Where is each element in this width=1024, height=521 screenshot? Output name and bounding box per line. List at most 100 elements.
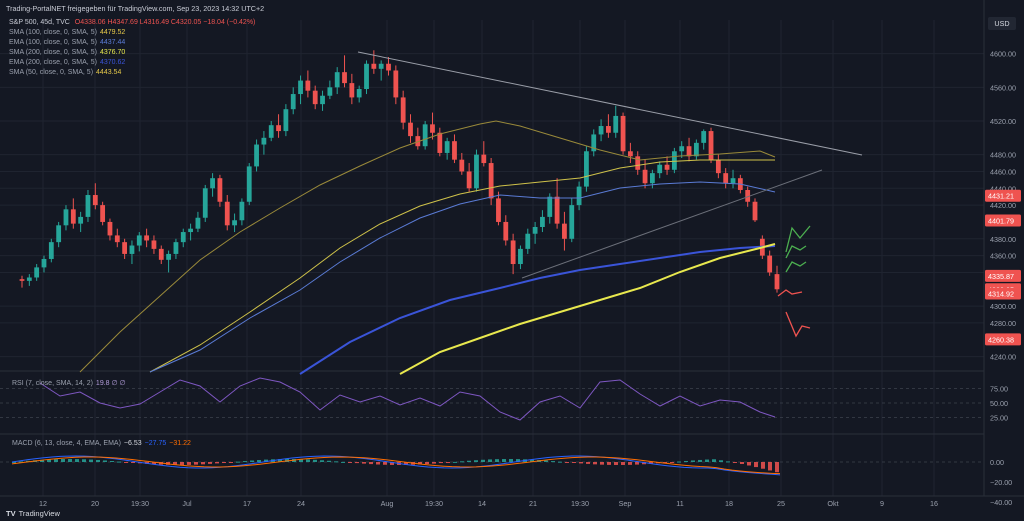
time-tick-label: 20 [91, 499, 99, 508]
candle-down [415, 136, 421, 147]
macd-histogram-bar [131, 462, 135, 463]
candle-down [224, 201, 230, 226]
time-tick-label: 19:30 [571, 499, 589, 508]
macd-histogram-bar [572, 462, 576, 463]
candle-up [547, 196, 553, 217]
candle-down [481, 154, 487, 164]
candle-up [63, 209, 69, 226]
candle-down [774, 274, 780, 290]
legend-line-2[interactable]: SMA (200, close, 0, SMA, 5) 4376.70 [9, 48, 255, 58]
candle-up [85, 195, 91, 217]
macd-histogram-bar [376, 462, 380, 465]
rsi-pane: 75.00 50.00 25.00 [0, 377, 1008, 423]
macd-histogram-bar [124, 462, 128, 463]
candle-up [283, 109, 289, 132]
sma-100-line [149, 159, 775, 373]
candle-up [202, 188, 208, 218]
candle-down [459, 159, 465, 172]
sma-50-line [79, 120, 776, 373]
macd-histogram-bar [775, 462, 779, 473]
currency-button[interactable]: USD [988, 17, 1016, 30]
candle-up [591, 134, 597, 152]
bearish-arrow [785, 311, 811, 338]
candle-down [496, 198, 501, 222]
time-tick-label: 9 [880, 499, 884, 508]
legend-line-3[interactable]: EMA (200, close, 0, SMA, 5) 4370.62 [9, 58, 255, 68]
macd-histogram-bar [509, 459, 513, 462]
legend-line-4[interactable]: SMA (50, close, 0, SMA, 5) 4443.54 [9, 68, 255, 78]
candle-down [635, 156, 641, 170]
macd-histogram-bar [460, 461, 464, 463]
macd-histogram-bar [40, 459, 44, 462]
macd-histogram-bar [663, 462, 667, 463]
candle-up [136, 235, 142, 246]
macd-label[interactable]: MACD (6, 13, close, 4, EMA, EMA) −6.53 −27… [9, 440, 191, 447]
candle-up [239, 201, 245, 221]
bullish-arrow [785, 261, 807, 273]
candle-down [723, 173, 729, 184]
macd-histogram-bar [516, 459, 520, 462]
macd-histogram-bar [390, 462, 394, 465]
time-tick-label: 19:30 [131, 499, 149, 508]
macd-tick-label: 0.00 [990, 458, 1004, 467]
macd-histogram-bar [201, 462, 205, 465]
candle-down [312, 90, 318, 105]
time-tick-label: 14 [478, 499, 486, 508]
macd-line [11, 455, 781, 476]
macd-histogram-bar [579, 462, 583, 464]
price-tick-label: 4360.00 [990, 252, 1016, 261]
macd-tick-label: −20.00 [990, 478, 1012, 487]
macd-histogram-bar [481, 459, 485, 462]
macd-histogram-bar [432, 462, 436, 464]
legend-line-label: EMA (100, close, 0, SMA, 5) [9, 39, 97, 47]
macd-histogram-bar [362, 462, 366, 464]
moving-average-lines [79, 120, 776, 375]
price-badge [985, 189, 1021, 202]
candle-up [649, 173, 655, 184]
legend-line-0[interactable]: SMA (100, close, 0, SMA, 5) 4479.52 [9, 28, 255, 38]
macd-histogram-bar [152, 462, 156, 465]
macd-histogram-bar [544, 460, 548, 462]
candle-down [708, 131, 714, 160]
candle-down [393, 70, 399, 98]
rsi-label[interactable]: RSI (7, close, SMA, 14, 2) 19.8 ∅ ∅ [9, 379, 126, 387]
trendline-upper [357, 51, 863, 156]
legend-line-label: EMA (200, close, 0, SMA, 5) [9, 59, 97, 67]
candle-down [400, 97, 406, 123]
macd-histogram-bar [530, 459, 534, 462]
candle-up [356, 89, 362, 98]
price-tick-label: 4560.00 [990, 83, 1016, 92]
macd-histogram-bar [705, 459, 709, 462]
time-tick-label: 21 [529, 499, 537, 508]
legend-symbol-row[interactable]: S&P 500, 45d, TVC O4338.06 H4347.69 L431… [9, 18, 255, 28]
macd-histogram-bar [747, 462, 751, 466]
macd-histogram-bar [47, 459, 51, 462]
candle-up [48, 242, 54, 259]
macd-histogram-bar [306, 459, 310, 462]
candle-up [298, 80, 303, 95]
candle-down [144, 235, 150, 241]
candle-up [246, 166, 252, 202]
legend-line-1[interactable]: EMA (100, close, 0, SMA, 5) 4437.44 [9, 38, 255, 48]
legend-line-value: 4370.62 [99, 59, 126, 67]
macd-histogram-bar [565, 462, 569, 463]
macd-histogram-bar [89, 459, 93, 462]
macd-histogram-bar [502, 459, 506, 462]
macd-histogram-bar [691, 460, 695, 462]
macd-histogram-bar [320, 460, 324, 462]
candle-down [19, 279, 25, 281]
macd-histogram-bar [103, 460, 107, 462]
macd-histogram-bar [425, 462, 429, 465]
candle-down [554, 196, 560, 224]
legend-line-value: 4437.44 [99, 39, 126, 47]
candle-up [518, 248, 523, 265]
macd-histogram-bar [327, 460, 331, 462]
macd-histogram-bar [495, 459, 499, 462]
macd-histogram-bar [586, 462, 590, 464]
macd-histogram-bar [467, 460, 471, 462]
candle-down [386, 63, 391, 71]
price-tick-label: 4440.00 [990, 184, 1016, 193]
macd-histogram-bar [215, 462, 219, 464]
macd-histogram-bar [558, 461, 562, 463]
